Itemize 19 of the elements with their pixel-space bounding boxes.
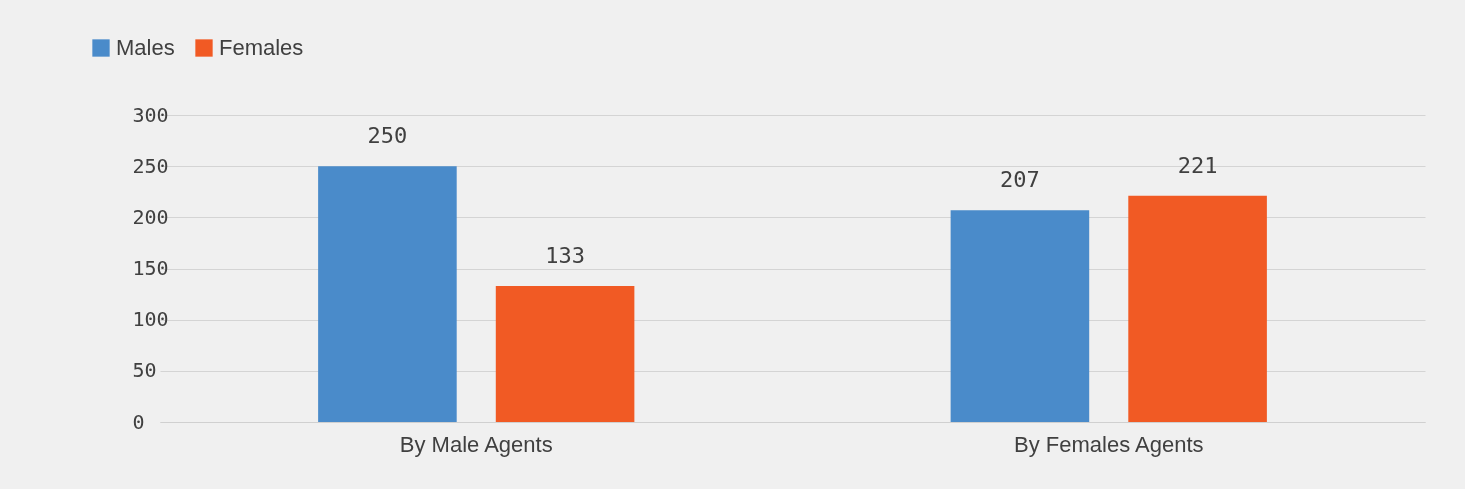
y-tick-label: 0 [132, 409, 145, 434]
x-tick-label: By Male Agents [399, 431, 553, 457]
data-label: 207 [1000, 167, 1040, 193]
x-tick-label: By Females Agents [1013, 431, 1204, 457]
data-label: 221 [1177, 152, 1218, 178]
bar [318, 166, 457, 422]
y-tick-label: 300 [132, 102, 169, 127]
legend-label: Males [116, 35, 175, 60]
y-tick-label: 250 [132, 153, 169, 178]
y-tick-label: 200 [132, 204, 169, 229]
bar [495, 285, 635, 422]
y-tick-label: 100 [132, 307, 169, 332]
data-label: 250 [367, 123, 408, 149]
legend-label: Females [219, 35, 304, 60]
y-tick-label: 50 [132, 358, 157, 383]
y-tick-label: 150 [132, 256, 169, 280]
bar [1128, 195, 1267, 422]
data-label: 133 [545, 242, 585, 268]
bar [950, 210, 1090, 422]
